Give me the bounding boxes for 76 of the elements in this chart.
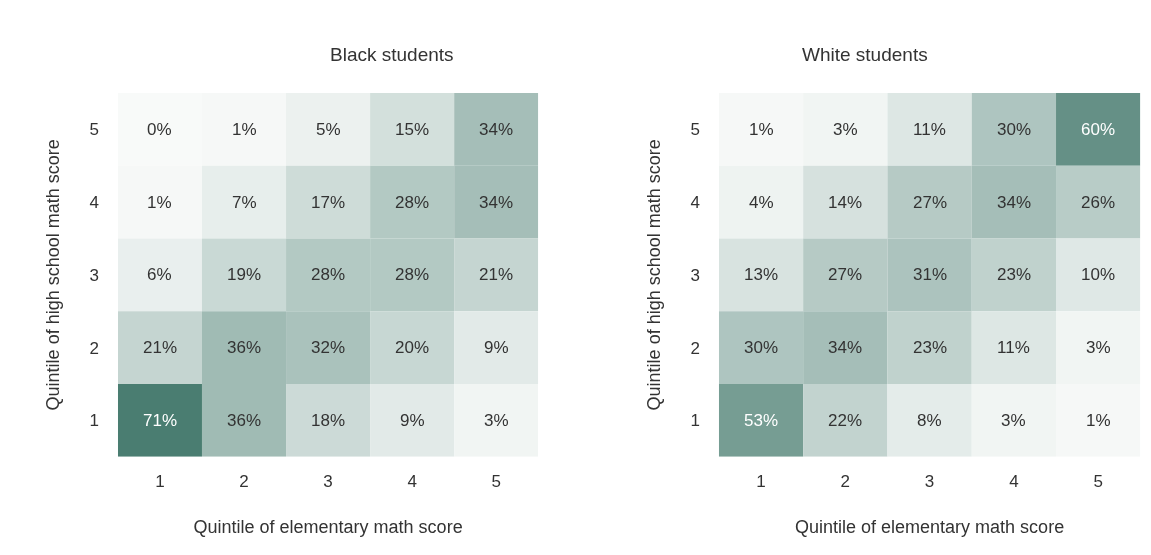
- data-label: 27%: [828, 265, 863, 284]
- data-label: 1%: [147, 193, 172, 212]
- data-label: 53%: [744, 411, 779, 430]
- data-label: 11%: [913, 120, 946, 139]
- x-tick-label: 3: [924, 471, 935, 491]
- data-label: 23%: [913, 338, 948, 357]
- x-tick-label: 4: [407, 471, 417, 491]
- data-label: 5%: [316, 120, 341, 139]
- data-label: 34%: [479, 193, 514, 212]
- data-label: 4%: [749, 193, 774, 212]
- data-label: 20%: [395, 338, 430, 357]
- y-tick-label: 1: [89, 411, 99, 431]
- y-tick-label: 4: [89, 193, 99, 213]
- y-tick-label: 5: [690, 120, 700, 140]
- data-label: 71%: [143, 411, 178, 430]
- data-label: 3%: [484, 411, 509, 430]
- y-tick-label: 1: [690, 411, 700, 431]
- x-tick-label: 1: [756, 471, 766, 491]
- data-label: 3%: [1086, 338, 1111, 357]
- x-tick-label: 2: [239, 471, 249, 491]
- data-label: 9%: [484, 338, 509, 357]
- data-label: 21%: [143, 338, 178, 357]
- data-label: 34%: [479, 120, 514, 139]
- data-label: 32%: [311, 338, 346, 357]
- data-label: 34%: [828, 338, 863, 357]
- y-tick-label: 5: [89, 120, 99, 140]
- data-label: 15%: [395, 120, 430, 139]
- x-tick-label: 5: [491, 471, 501, 491]
- data-label: 27%: [913, 193, 948, 212]
- data-label: 7%: [232, 193, 257, 212]
- y-tick-label: 2: [89, 338, 99, 358]
- data-label: 30%: [997, 120, 1032, 139]
- data-label: 13%: [744, 265, 779, 284]
- y-tick-label: 3: [690, 265, 700, 285]
- data-label: 23%: [997, 265, 1032, 284]
- data-label: 36%: [227, 338, 262, 357]
- data-label: 8%: [917, 411, 942, 430]
- x-axis-title: Quintile of elementary math score: [795, 516, 1065, 537]
- x-axis-title: Quintile of elementary math score: [193, 516, 463, 537]
- data-label: 17%: [311, 193, 346, 212]
- data-label: 34%: [997, 193, 1032, 212]
- data-label: 1%: [749, 120, 774, 139]
- y-tick-label: 2: [690, 338, 700, 358]
- y-axis-title: Quintile of high school math score: [643, 139, 664, 411]
- data-label: 1%: [1086, 411, 1111, 430]
- chart-title: Black students: [330, 44, 454, 65]
- data-label: 21%: [479, 265, 514, 284]
- data-label: 28%: [395, 265, 430, 284]
- y-axis-title: Quintile of high school math score: [42, 139, 63, 411]
- data-label: 14%: [828, 193, 863, 212]
- data-label: 28%: [311, 265, 346, 284]
- data-label: 1%: [232, 120, 257, 139]
- data-label: 3%: [1001, 411, 1026, 430]
- data-label: 22%: [828, 411, 863, 430]
- y-tick-label: 4: [690, 193, 700, 213]
- data-label: 11%: [997, 338, 1030, 357]
- data-label: 30%: [744, 338, 779, 357]
- x-tick-label: 4: [1009, 471, 1019, 491]
- y-tick-label: 3: [89, 265, 99, 285]
- data-label: 3%: [833, 120, 858, 139]
- data-label: 60%: [1081, 120, 1116, 139]
- data-label: 31%: [913, 265, 948, 284]
- data-label: 9%: [400, 411, 425, 430]
- x-tick-label: 1: [155, 471, 165, 491]
- data-label: 19%: [227, 265, 262, 284]
- data-label: 0%: [147, 120, 172, 139]
- data-label: 28%: [395, 193, 430, 212]
- data-label: 6%: [147, 265, 172, 284]
- x-tick-label: 3: [323, 471, 333, 491]
- x-tick-label: 5: [1093, 471, 1103, 491]
- data-label: 10%: [1081, 265, 1116, 284]
- data-label: 18%: [311, 411, 346, 430]
- data-label: 26%: [1081, 193, 1116, 212]
- data-label: 36%: [227, 411, 262, 430]
- chart-title: White students: [802, 44, 928, 65]
- x-tick-label: 2: [840, 471, 851, 491]
